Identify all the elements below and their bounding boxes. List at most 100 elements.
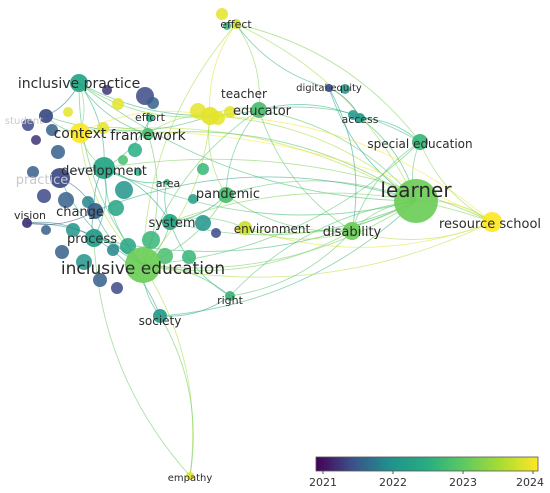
cluster-bubble bbox=[134, 168, 142, 176]
cluster-bubble bbox=[108, 200, 124, 216]
node-label-disability: disability bbox=[323, 225, 382, 240]
node-label-learner: learner bbox=[380, 178, 452, 202]
network-link bbox=[351, 141, 421, 232]
network-link bbox=[258, 109, 417, 202]
node-vision[interactable] bbox=[22, 218, 32, 228]
cluster-bubble bbox=[120, 238, 136, 254]
legend-color-bar bbox=[315, 456, 539, 472]
node-inclusive-practice[interactable] bbox=[70, 74, 88, 92]
node-layer bbox=[22, 8, 502, 480]
network-link bbox=[142, 23, 237, 266]
node-access[interactable] bbox=[355, 113, 365, 123]
node-digital-equity[interactable] bbox=[325, 84, 333, 92]
network-link bbox=[225, 194, 353, 232]
cluster-bubble bbox=[66, 223, 80, 237]
cluster-bubble bbox=[112, 98, 124, 110]
cluster-bubble bbox=[111, 282, 123, 294]
node-educator[interactable] bbox=[251, 102, 267, 118]
node-label-environment: environment bbox=[234, 222, 311, 236]
cluster-bubble bbox=[97, 122, 109, 134]
cluster-bubble bbox=[118, 155, 128, 165]
node-environment[interactable] bbox=[238, 221, 252, 235]
cluster-bubble bbox=[115, 181, 133, 199]
network-link bbox=[235, 23, 260, 111]
node-label-access: access bbox=[341, 113, 378, 126]
node-area[interactable] bbox=[164, 179, 170, 185]
node-effort[interactable] bbox=[146, 114, 154, 122]
node-empathy[interactable] bbox=[186, 472, 194, 480]
network-link bbox=[45, 115, 211, 132]
node-pandemic[interactable] bbox=[218, 187, 234, 203]
network-link bbox=[328, 87, 357, 232]
node-label-right: right bbox=[217, 294, 244, 307]
node-student[interactable] bbox=[39, 109, 53, 123]
cluster-bubble bbox=[107, 244, 119, 256]
node-label-vision: vision bbox=[14, 209, 46, 222]
cluster-bubble bbox=[58, 192, 74, 208]
network-link bbox=[159, 315, 194, 477]
node-learner[interactable] bbox=[394, 179, 438, 223]
node-development[interactable] bbox=[93, 157, 115, 179]
legend-tick-label: 2024 bbox=[516, 476, 544, 489]
network-link bbox=[78, 82, 260, 116]
network-link bbox=[142, 230, 353, 272]
network-link bbox=[208, 115, 227, 196]
node-label-digital-equity: digital equity bbox=[296, 83, 362, 94]
cluster-bubble bbox=[197, 163, 209, 175]
node-change[interactable] bbox=[87, 203, 103, 219]
node-label-educator: educator bbox=[233, 104, 292, 119]
node-practice[interactable] bbox=[50, 168, 70, 188]
node-system[interactable] bbox=[162, 214, 178, 230]
node-teacher[interactable] bbox=[201, 107, 219, 125]
node-society[interactable] bbox=[153, 309, 167, 323]
cluster-bubble bbox=[22, 119, 34, 131]
node-special-education[interactable] bbox=[412, 134, 428, 150]
node-disability[interactable] bbox=[343, 222, 361, 240]
node-label-student: student bbox=[5, 116, 43, 127]
node-effect[interactable] bbox=[231, 19, 241, 29]
cluster-bubble bbox=[195, 215, 211, 231]
cluster-bubble bbox=[55, 245, 69, 259]
cluster-bubble bbox=[102, 85, 112, 95]
cluster-bubble bbox=[157, 248, 173, 264]
network-link bbox=[235, 23, 417, 202]
node-label-effort: effort bbox=[135, 111, 166, 124]
network-link bbox=[419, 141, 493, 223]
cluster-bubble bbox=[128, 143, 142, 157]
network-link bbox=[103, 158, 493, 223]
legend-tick-label: 2022 bbox=[379, 476, 407, 489]
cluster-bubble bbox=[76, 254, 92, 270]
cluster-bubble bbox=[223, 22, 231, 30]
network-link bbox=[169, 221, 231, 297]
cluster-bubble bbox=[224, 106, 236, 118]
network-link bbox=[147, 131, 417, 202]
node-process[interactable] bbox=[85, 229, 103, 247]
node-label-resource-school: resource school bbox=[439, 217, 541, 232]
node-label-inclusive-education: inclusive education bbox=[61, 259, 225, 279]
cluster-bubble bbox=[27, 166, 39, 178]
node-resource-school[interactable] bbox=[482, 212, 502, 232]
node-label-system: system bbox=[149, 216, 196, 231]
node-context[interactable] bbox=[70, 123, 90, 143]
network-link bbox=[142, 264, 194, 477]
node-label-practice: practice bbox=[16, 173, 69, 188]
network-link bbox=[209, 115, 493, 223]
cluster-bubble bbox=[147, 97, 159, 109]
network-link bbox=[209, 115, 417, 202]
cluster-bubble bbox=[142, 231, 160, 249]
node-right[interactable] bbox=[225, 291, 235, 301]
cluster-bubble bbox=[31, 135, 41, 145]
network-link bbox=[258, 106, 421, 143]
node-inclusive-education[interactable] bbox=[125, 247, 161, 283]
cluster-bubble bbox=[216, 8, 228, 20]
link-layer bbox=[26, 23, 493, 477]
network-link bbox=[142, 200, 417, 269]
node-framework[interactable] bbox=[142, 128, 154, 140]
cluster-bubble bbox=[63, 107, 73, 117]
color-legend: 2021 2022 2023 2024 bbox=[309, 456, 544, 489]
node-label-teacher: teacher bbox=[221, 87, 267, 101]
cluster-bubble bbox=[188, 194, 198, 204]
node-label-empathy: empathy bbox=[168, 473, 213, 484]
cluster-bubble bbox=[93, 273, 107, 287]
cluster-bubble bbox=[37, 189, 51, 203]
